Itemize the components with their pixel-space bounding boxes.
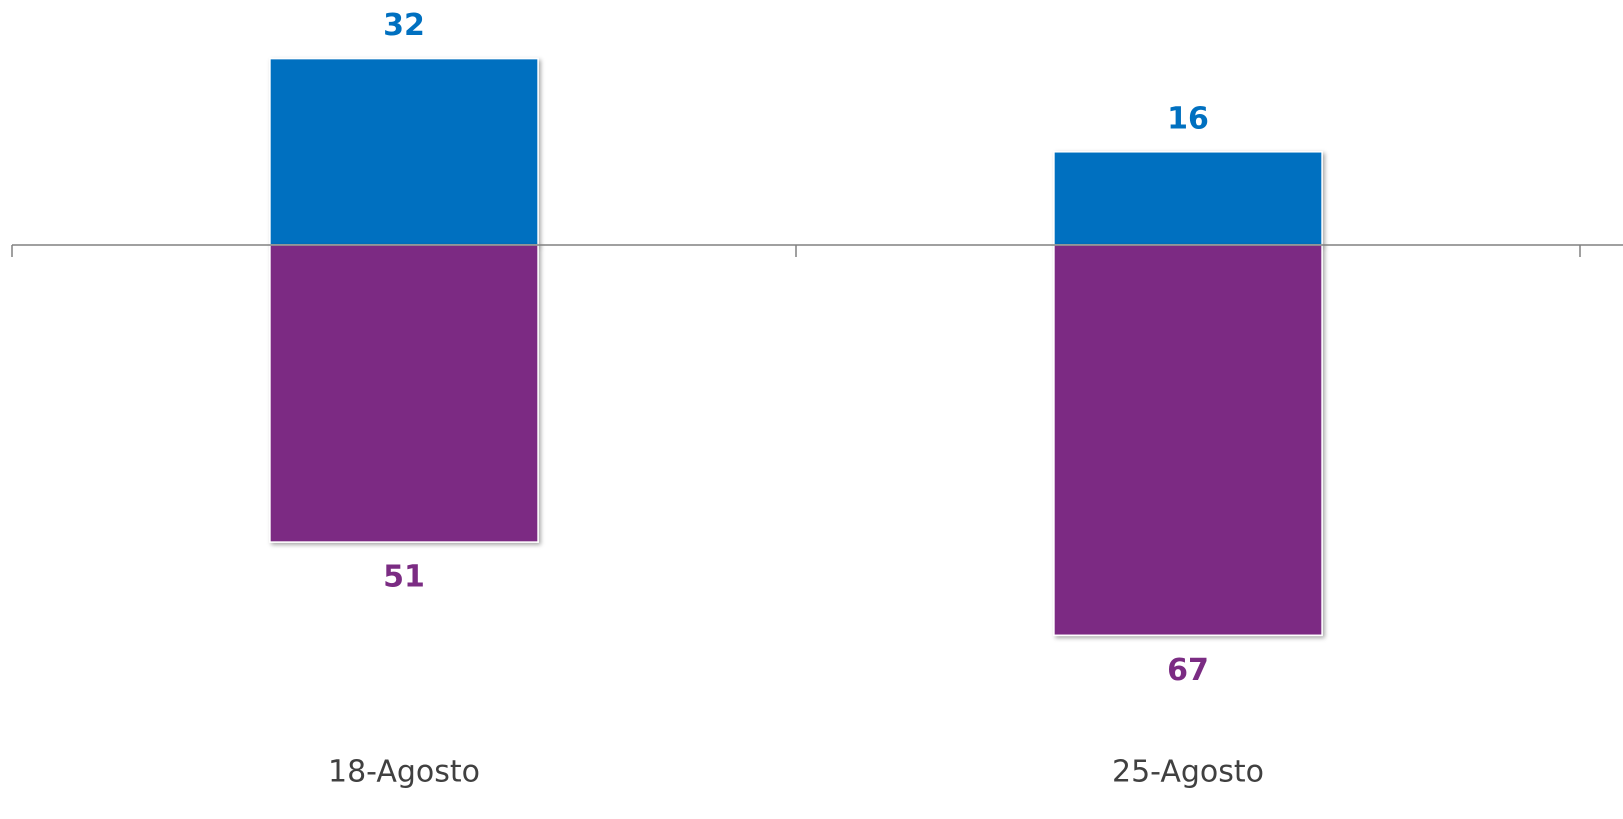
value-label: 32	[383, 8, 425, 43]
x-tick-label: 18-Agosto	[328, 755, 480, 790]
x-tick-label: 25-Agosto	[1112, 755, 1264, 790]
bar	[1053, 151, 1323, 246]
bar	[269, 57, 539, 246]
value-label: 67	[1167, 653, 1209, 688]
value-label: 51	[383, 560, 425, 595]
bar	[1053, 244, 1323, 637]
value-label: 16	[1167, 101, 1209, 136]
bar	[269, 244, 539, 543]
